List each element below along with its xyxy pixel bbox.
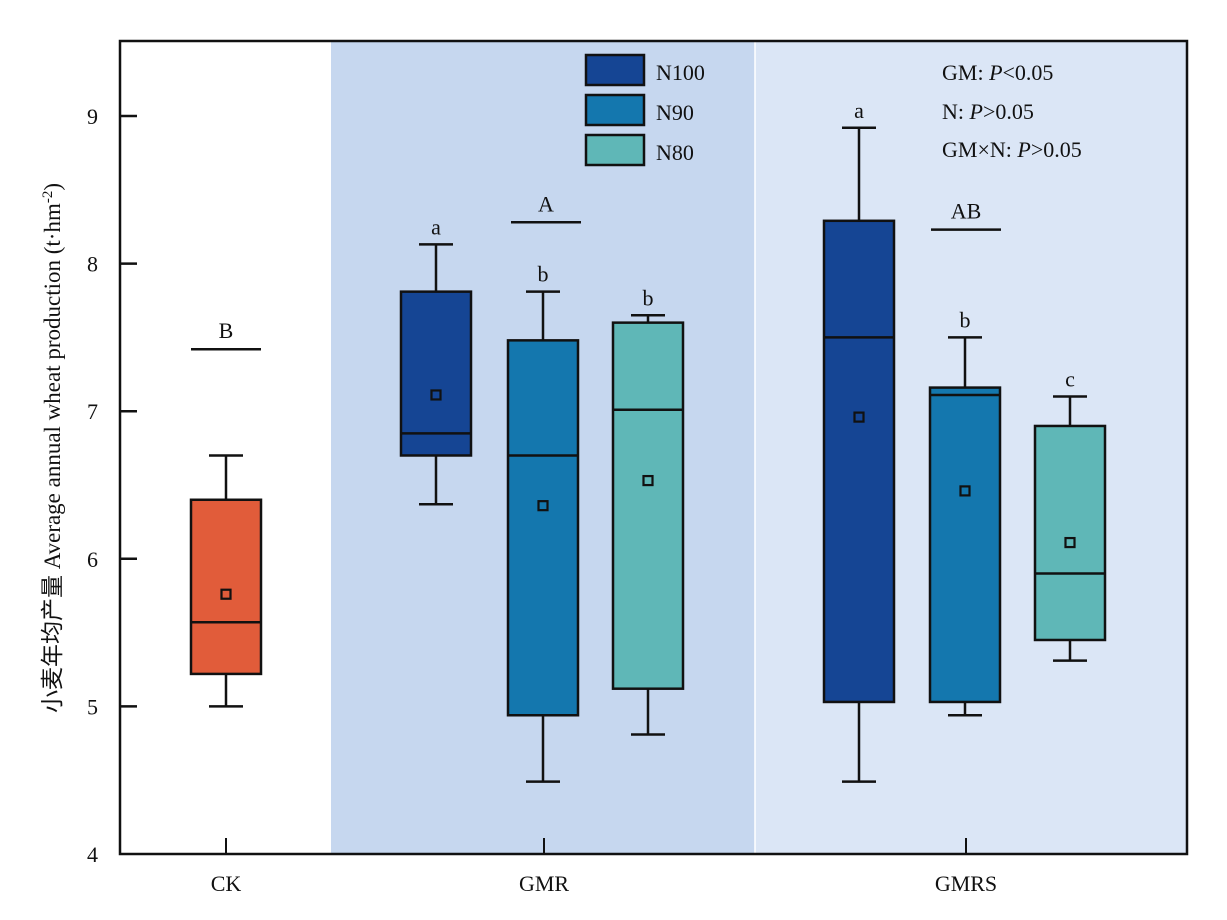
box-iqr <box>1035 426 1105 640</box>
y-axis-label-superscript: -2 <box>40 191 56 204</box>
region-ck <box>120 41 331 854</box>
y-axis-label-close: ) <box>40 183 65 191</box>
box-gmr-n80: b <box>613 285 683 734</box>
stats-suffix: <0.05 <box>1003 60 1054 85</box>
box-iqr <box>930 388 1000 702</box>
significance-letter: b <box>960 307 971 332</box>
box-gmr-n90: b <box>508 262 578 782</box>
y-axis-label: 小麦年均产量 Average annual wheat production (… <box>40 183 65 713</box>
group-letter: B <box>219 318 234 343</box>
legend-item-n90: N90 <box>586 95 694 125</box>
legend-swatch <box>586 135 644 165</box>
y-tick-label: 6 <box>87 547 98 572</box>
legend-label: N100 <box>656 60 705 85</box>
legend-item-n80: N80 <box>586 135 694 165</box>
y-tick-label: 5 <box>87 694 98 719</box>
stats-prefix: GM: <box>942 60 989 85</box>
y-tick-label: 8 <box>87 252 98 277</box>
x-tick-label: GMRS <box>935 871 997 896</box>
significance-letter: b <box>643 285 654 310</box>
stats-annotation: GM×N: P>0.05 <box>942 137 1082 162</box>
box-iqr <box>401 292 471 456</box>
legend-swatch <box>586 95 644 125</box>
group-letter: AB <box>951 199 982 224</box>
stats-suffix: >0.05 <box>1031 137 1082 162</box>
box-iqr <box>191 500 261 674</box>
stats-p: P <box>988 60 1002 85</box>
significance-letter: b <box>538 262 549 287</box>
stats-prefix: GM×N: <box>942 137 1017 162</box>
significance-letter: c <box>1065 366 1075 391</box>
y-axis-label-main: 小麦年均产量 Average annual wheat production (… <box>40 203 65 713</box>
box-iqr <box>824 221 894 702</box>
legend-label: N90 <box>656 100 694 125</box>
stats-annotation: GM: P<0.05 <box>942 60 1053 85</box>
significance-letter: a <box>854 98 864 123</box>
box-iqr <box>508 340 578 715</box>
y-tick-label: 7 <box>87 399 98 424</box>
stats-p: P <box>1016 137 1030 162</box>
y-tick-label: 9 <box>87 104 98 129</box>
box-iqr <box>613 323 683 689</box>
legend-swatch <box>586 55 644 85</box>
legend-label: N80 <box>656 140 694 165</box>
stats-prefix: N: <box>942 99 970 124</box>
significance-letter: a <box>431 214 441 239</box>
stats-suffix: >0.05 <box>983 99 1034 124</box>
stats-p: P <box>969 99 983 124</box>
x-tick-label: CK <box>211 871 242 896</box>
group-letter: A <box>538 191 554 216</box>
y-tick-label: 4 <box>87 842 98 867</box>
x-tick-label: GMR <box>519 871 569 896</box>
stats-annotation: N: P>0.05 <box>942 99 1034 124</box>
